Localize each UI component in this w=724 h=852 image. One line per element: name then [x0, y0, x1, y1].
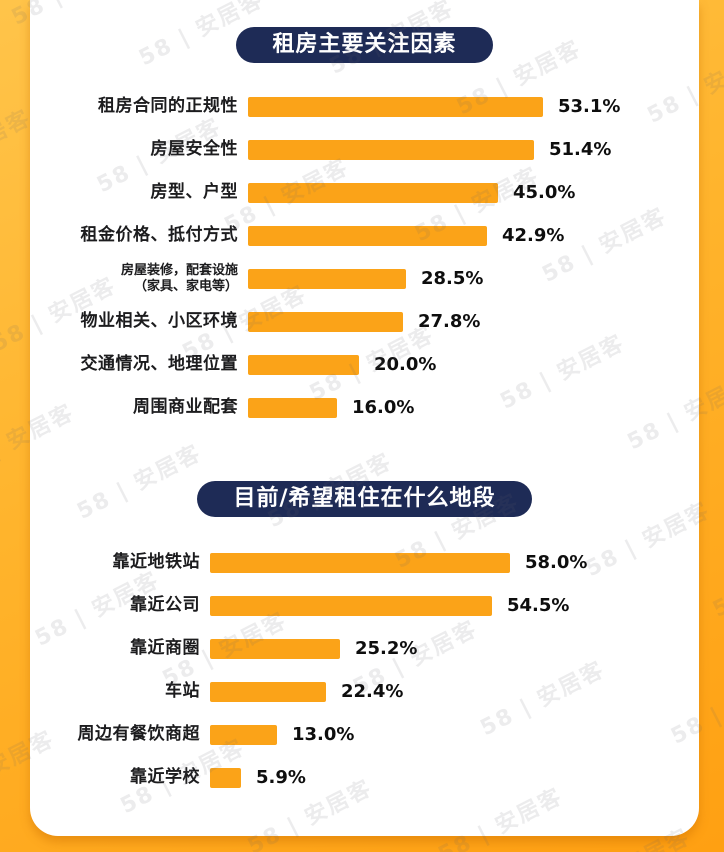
bar-row: 房屋装修，配套设施 （家具、家电等） 28.5% [30, 257, 699, 300]
chart2-rows: 靠近地铁站 58.0% 靠近公司 54.5% 靠近商圈 25.2% 车站 22.4% 周边有餐饮… [30, 541, 699, 799]
category-label: 周边有餐饮商超 [77, 724, 200, 745]
bar-row: 靠近商圈 25.2% [30, 627, 699, 670]
bar [210, 552, 510, 573]
content-card: 租房主要关注因素 租房合同的正规性 53.1% 房屋安全性 51.4% 房型、户型 45.… [30, 0, 699, 836]
value-label: 54.5% [507, 595, 570, 616]
bar-row: 租房合同的正规性 53.1% [30, 85, 699, 128]
bar-row: 靠近学校 5.9% [30, 756, 699, 799]
bar [210, 767, 241, 788]
chart1-rows: 租房合同的正规性 53.1% 房屋安全性 51.4% 房型、户型 45.0% 租金价格、抵付… [30, 85, 699, 429]
chart1-title-pill: 租房主要关注因素 [236, 27, 493, 63]
category-label: 靠近学校 [130, 767, 200, 788]
bar [248, 311, 403, 332]
value-label: 25.2% [355, 638, 418, 659]
category-label: 靠近地铁站 [112, 552, 200, 573]
watermark-text: 58 | 安居客 [0, 848, 17, 852]
chart1-title-wrap: 租房主要关注因素 [30, 0, 699, 63]
category-label: 靠近商圈 [130, 638, 200, 659]
bar [210, 681, 326, 702]
category-label: 物业相关、小区环境 [80, 311, 238, 332]
value-label: 5.9% [256, 767, 306, 788]
value-label: 28.5% [421, 268, 484, 289]
category-label: 周围商业配套 [133, 397, 238, 418]
value-label: 27.8% [418, 311, 481, 332]
category-label: 交通情况、地理位置 [80, 354, 238, 375]
category-label: 租金价格、抵付方式 [80, 225, 238, 246]
bar-row: 周围商业配套 16.0% [30, 386, 699, 429]
value-label: 16.0% [352, 397, 415, 418]
category-label: 车站 [165, 681, 200, 702]
bar-row: 物业相关、小区环境 27.8% [30, 300, 699, 343]
category-label: 房屋安全性 [150, 139, 238, 160]
charts-content: 租房主要关注因素 租房合同的正规性 53.1% 房屋安全性 51.4% 房型、户型 45.… [30, 0, 699, 799]
value-label: 13.0% [292, 724, 355, 745]
bar [210, 638, 340, 659]
bar [248, 397, 337, 418]
value-label: 42.9% [502, 225, 565, 246]
bar [248, 354, 359, 375]
bar [248, 139, 534, 160]
bar-row: 靠近地铁站 58.0% [30, 541, 699, 584]
bar [248, 182, 498, 203]
value-label: 45.0% [513, 182, 576, 203]
bar-row: 房屋安全性 51.4% [30, 128, 699, 171]
bar-row: 交通情况、地理位置 20.0% [30, 343, 699, 386]
bar [210, 595, 492, 616]
value-label: 20.0% [374, 354, 437, 375]
bar [248, 225, 487, 246]
watermark-text: 58 | 安居客 [709, 539, 724, 623]
category-label: 房屋装修，配套设施 （家具、家电等） [120, 262, 238, 294]
category-label: 靠近公司 [130, 595, 200, 616]
bar-row: 周边有餐饮商超 13.0% [30, 713, 699, 756]
bar-row: 租金价格、抵付方式 42.9% [30, 214, 699, 257]
value-label: 22.4% [341, 681, 404, 702]
chart2-title-wrap: 目前/希望租住在什么地段 [30, 429, 699, 517]
bar-row: 车站 22.4% [30, 670, 699, 713]
bar [248, 268, 406, 289]
bar [248, 96, 543, 117]
value-label: 51.4% [549, 139, 612, 160]
chart2-title-pill: 目前/希望租住在什么地段 [197, 481, 532, 517]
category-label: 租房合同的正规性 [98, 96, 238, 117]
value-label: 53.1% [558, 96, 621, 117]
bar-row: 房型、户型 45.0% [30, 171, 699, 214]
bar-row: 靠近公司 54.5% [30, 584, 699, 627]
value-label: 58.0% [525, 552, 588, 573]
bar [210, 724, 277, 745]
category-label: 房型、户型 [150, 182, 238, 203]
